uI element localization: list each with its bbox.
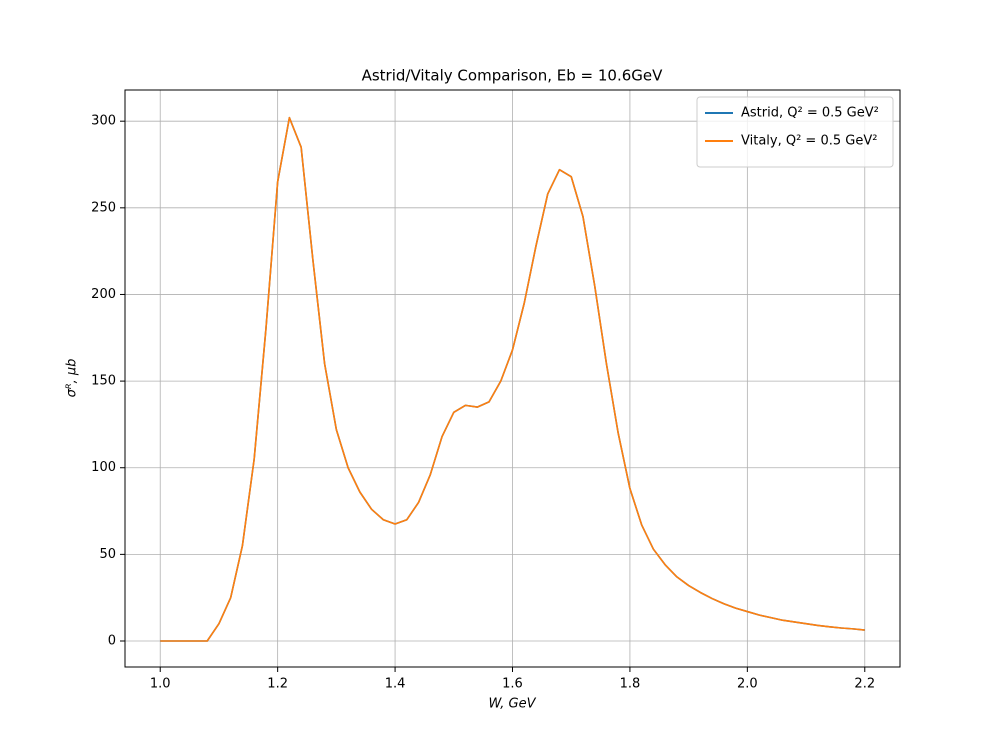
y-tick-label: 200	[91, 287, 116, 302]
x-tick-label: 1.4	[385, 677, 406, 692]
y-tick-label: 100	[91, 460, 116, 475]
x-tick-label: 2.0	[737, 677, 758, 692]
y-tick-label: 0	[108, 634, 116, 649]
chart-title: Astrid/Vitaly Comparison, Eb = 10.6GeV	[362, 67, 664, 85]
legend-label: Astrid, Q² = 0.5 GeV²	[741, 106, 879, 121]
x-tick-label: 2.2	[854, 677, 875, 692]
x-tick-label: 1.6	[502, 677, 523, 692]
x-tick-label: 1.8	[620, 677, 641, 692]
x-axis-label: W, GeV	[488, 697, 536, 712]
legend-label: Vitaly, Q² = 0.5 GeV²	[741, 134, 877, 149]
line-series	[160, 116, 865, 642]
x-tick-label: 1.0	[150, 677, 171, 692]
plot-frame	[124, 89, 901, 668]
y-tick-label: 50	[99, 547, 116, 562]
y-axis-label: σᴿ, μb	[65, 359, 80, 398]
y-tick-label: 250	[91, 200, 116, 215]
legend-box	[696, 96, 894, 168]
y-tick-label: 150	[91, 374, 116, 389]
y-tick-label: 300	[91, 114, 116, 129]
x-tick-label: 1.2	[267, 677, 288, 692]
